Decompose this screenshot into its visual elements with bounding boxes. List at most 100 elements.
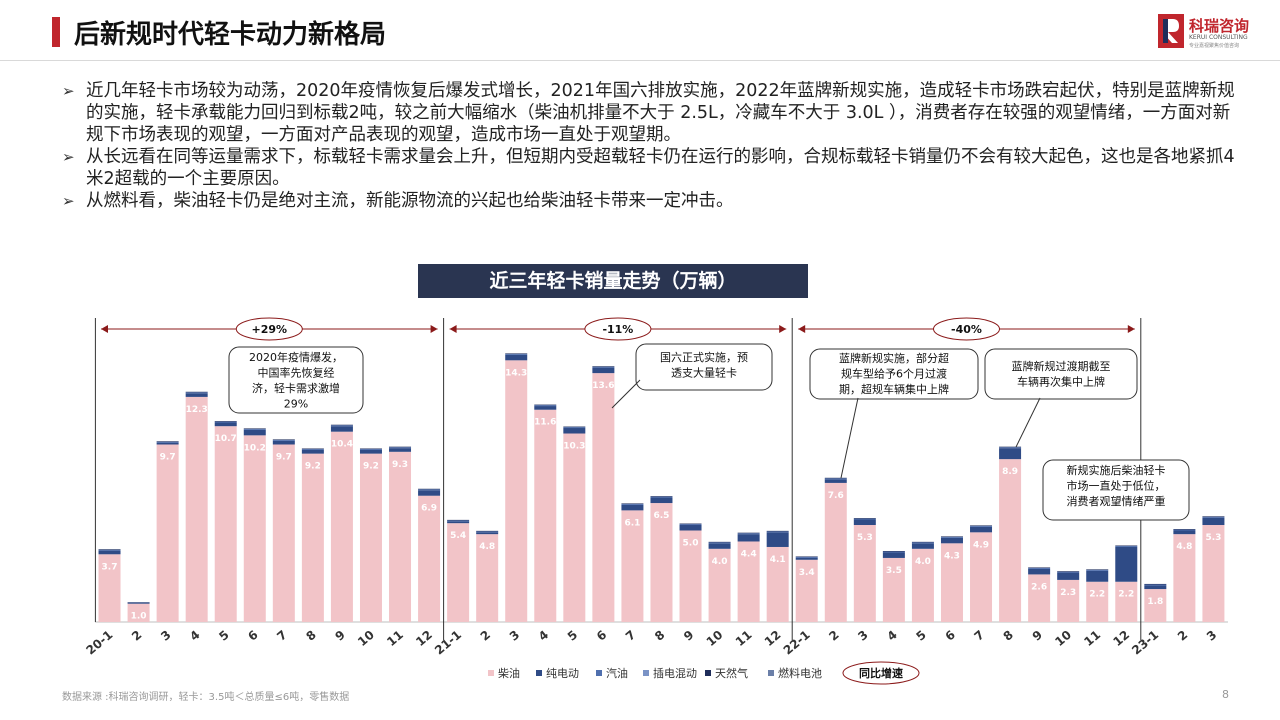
bar-diesel — [766, 546, 789, 622]
x-tick-label: 11 — [384, 628, 406, 649]
x-tick-label: 3 — [158, 628, 173, 644]
bar-segment — [185, 393, 208, 397]
data-label: 7.6 — [828, 491, 844, 501]
bar-segment — [418, 489, 441, 491]
arrow-head-icon — [101, 325, 108, 333]
x-tick-label: 10 — [1052, 628, 1074, 649]
bar-segment — [1057, 571, 1080, 572]
x-tick-label: 10 — [704, 628, 726, 649]
annotation-text: 透支大量轻卡 — [671, 366, 737, 380]
data-label: 9.7 — [160, 452, 176, 462]
bar-segment — [679, 525, 702, 531]
data-label: 1.0 — [131, 612, 147, 622]
x-tick-label: 3 — [507, 628, 522, 644]
bar-segment — [853, 518, 876, 520]
bullet-item: ➢ 近几年轻卡市场较为动荡，2020年疫情恢复后爆发式增长，2021年国六排放实施… — [62, 80, 1237, 146]
bar-segment — [389, 447, 412, 449]
bullet-item: ➢ 从燃料看，柴油轻卡仍是绝对主流，新能源物流的兴起也给柴油轻卡带来一定冲击。 — [62, 190, 1237, 212]
data-label: 4.0 — [915, 557, 931, 567]
bar-segment — [534, 406, 557, 410]
bar-segment — [882, 552, 905, 558]
growth-label: +29% — [252, 323, 288, 336]
x-tick-label: 5 — [913, 628, 928, 644]
bar-segment — [853, 518, 876, 519]
bar-segment — [1173, 530, 1196, 535]
bar-segment — [766, 531, 789, 533]
bar-segment — [1173, 529, 1196, 531]
bar-segment — [1115, 546, 1138, 582]
data-label: 12.3 — [186, 405, 208, 415]
title-accent-bar — [52, 17, 60, 47]
bar-segment — [650, 496, 673, 497]
data-label: 9.3 — [392, 460, 408, 470]
bar-diesel — [882, 557, 905, 622]
bar-segment — [505, 354, 528, 361]
bar-segment — [243, 428, 266, 430]
arrow-head-icon — [1127, 325, 1135, 333]
data-label: 4.9 — [973, 540, 989, 550]
bar-segment — [534, 404, 557, 406]
chart-title: 近三年轻卡销量走势（万辆） — [418, 264, 808, 298]
bar-segment — [563, 426, 586, 428]
bar-segment — [592, 367, 615, 374]
bar-diesel — [592, 373, 615, 622]
x-tick-label: 8 — [303, 628, 318, 644]
bar-segment — [970, 526, 993, 533]
legend-label: 插电混动 — [653, 666, 697, 680]
bar-segment — [214, 422, 237, 427]
logo-tagline: 专业嘉视聚焦价值咨询 — [1189, 43, 1240, 49]
x-tick-label: 3 — [855, 628, 870, 644]
bar-segment — [911, 542, 934, 544]
bar-segment — [476, 532, 499, 535]
bar-diesel — [185, 396, 208, 622]
bar-diesel — [156, 444, 179, 622]
bar-segment — [824, 477, 847, 479]
x-tick-label: 6 — [943, 628, 958, 644]
bar-segment — [1115, 546, 1138, 547]
page-title: 后新规时代轻卡动力新格局 — [74, 20, 387, 50]
bar-segment — [621, 504, 644, 511]
bar-segment — [940, 536, 963, 537]
data-label: 4.1 — [770, 555, 786, 565]
x-tick-label: 12 — [1110, 628, 1132, 649]
bar-segment — [214, 421, 237, 422]
data-label: 9.2 — [305, 462, 321, 472]
arrow-head-icon — [449, 325, 457, 333]
bar-segment — [999, 448, 1022, 460]
bar-segment — [621, 503, 644, 504]
data-label: 10.2 — [244, 443, 266, 453]
bar-segment — [476, 530, 499, 532]
annotation-callout — [1042, 459, 1190, 521]
arrow-head-icon — [798, 325, 806, 333]
bar-diesel — [272, 444, 295, 622]
bar-segment — [330, 424, 353, 426]
bullet-list: ➢ 近几年轻卡市场较为动荡，2020年疫情恢复后爆发式增长，2021年国六排放实施… — [62, 80, 1237, 212]
data-label: 6.5 — [653, 511, 669, 521]
bar-diesel — [853, 525, 876, 622]
legend-swatch — [596, 670, 602, 676]
bar-segment — [1086, 569, 1109, 570]
bar-diesel — [1115, 581, 1138, 622]
bar-diesel — [940, 543, 963, 622]
bullet-item: ➢ 从长远看在同等运量需求下，标载轻卡需求量会上升，但短期内受超载轻卡仍在运行的影… — [62, 146, 1237, 190]
bar-segment — [359, 449, 382, 454]
bar-diesel — [737, 541, 760, 622]
x-tick-label: 10 — [355, 628, 377, 649]
bar-segment — [1115, 545, 1138, 547]
bar-diesel — [418, 495, 441, 622]
x-tick-label: 4 — [536, 628, 551, 644]
data-label: 5.4 — [450, 531, 466, 541]
bar-diesel — [999, 459, 1022, 622]
bar-diesel — [359, 453, 382, 622]
bullet-text: 从长远看在同等运量需求下，标载轻卡需求量会上升，但短期内受超载轻卡仍在运行的影响… — [86, 147, 1235, 189]
x-tick-label: 9 — [332, 628, 347, 644]
x-tick-label: 7 — [623, 628, 638, 644]
arrow-bullet-icon: ➢ — [62, 192, 75, 210]
bar-diesel — [970, 532, 993, 622]
bar-segment — [708, 543, 731, 549]
bar-segment — [301, 449, 324, 450]
bar-segment — [127, 602, 150, 604]
growth-label: -40% — [951, 323, 982, 336]
bar-diesel — [534, 409, 557, 622]
x-tick-label: 7 — [972, 628, 987, 644]
